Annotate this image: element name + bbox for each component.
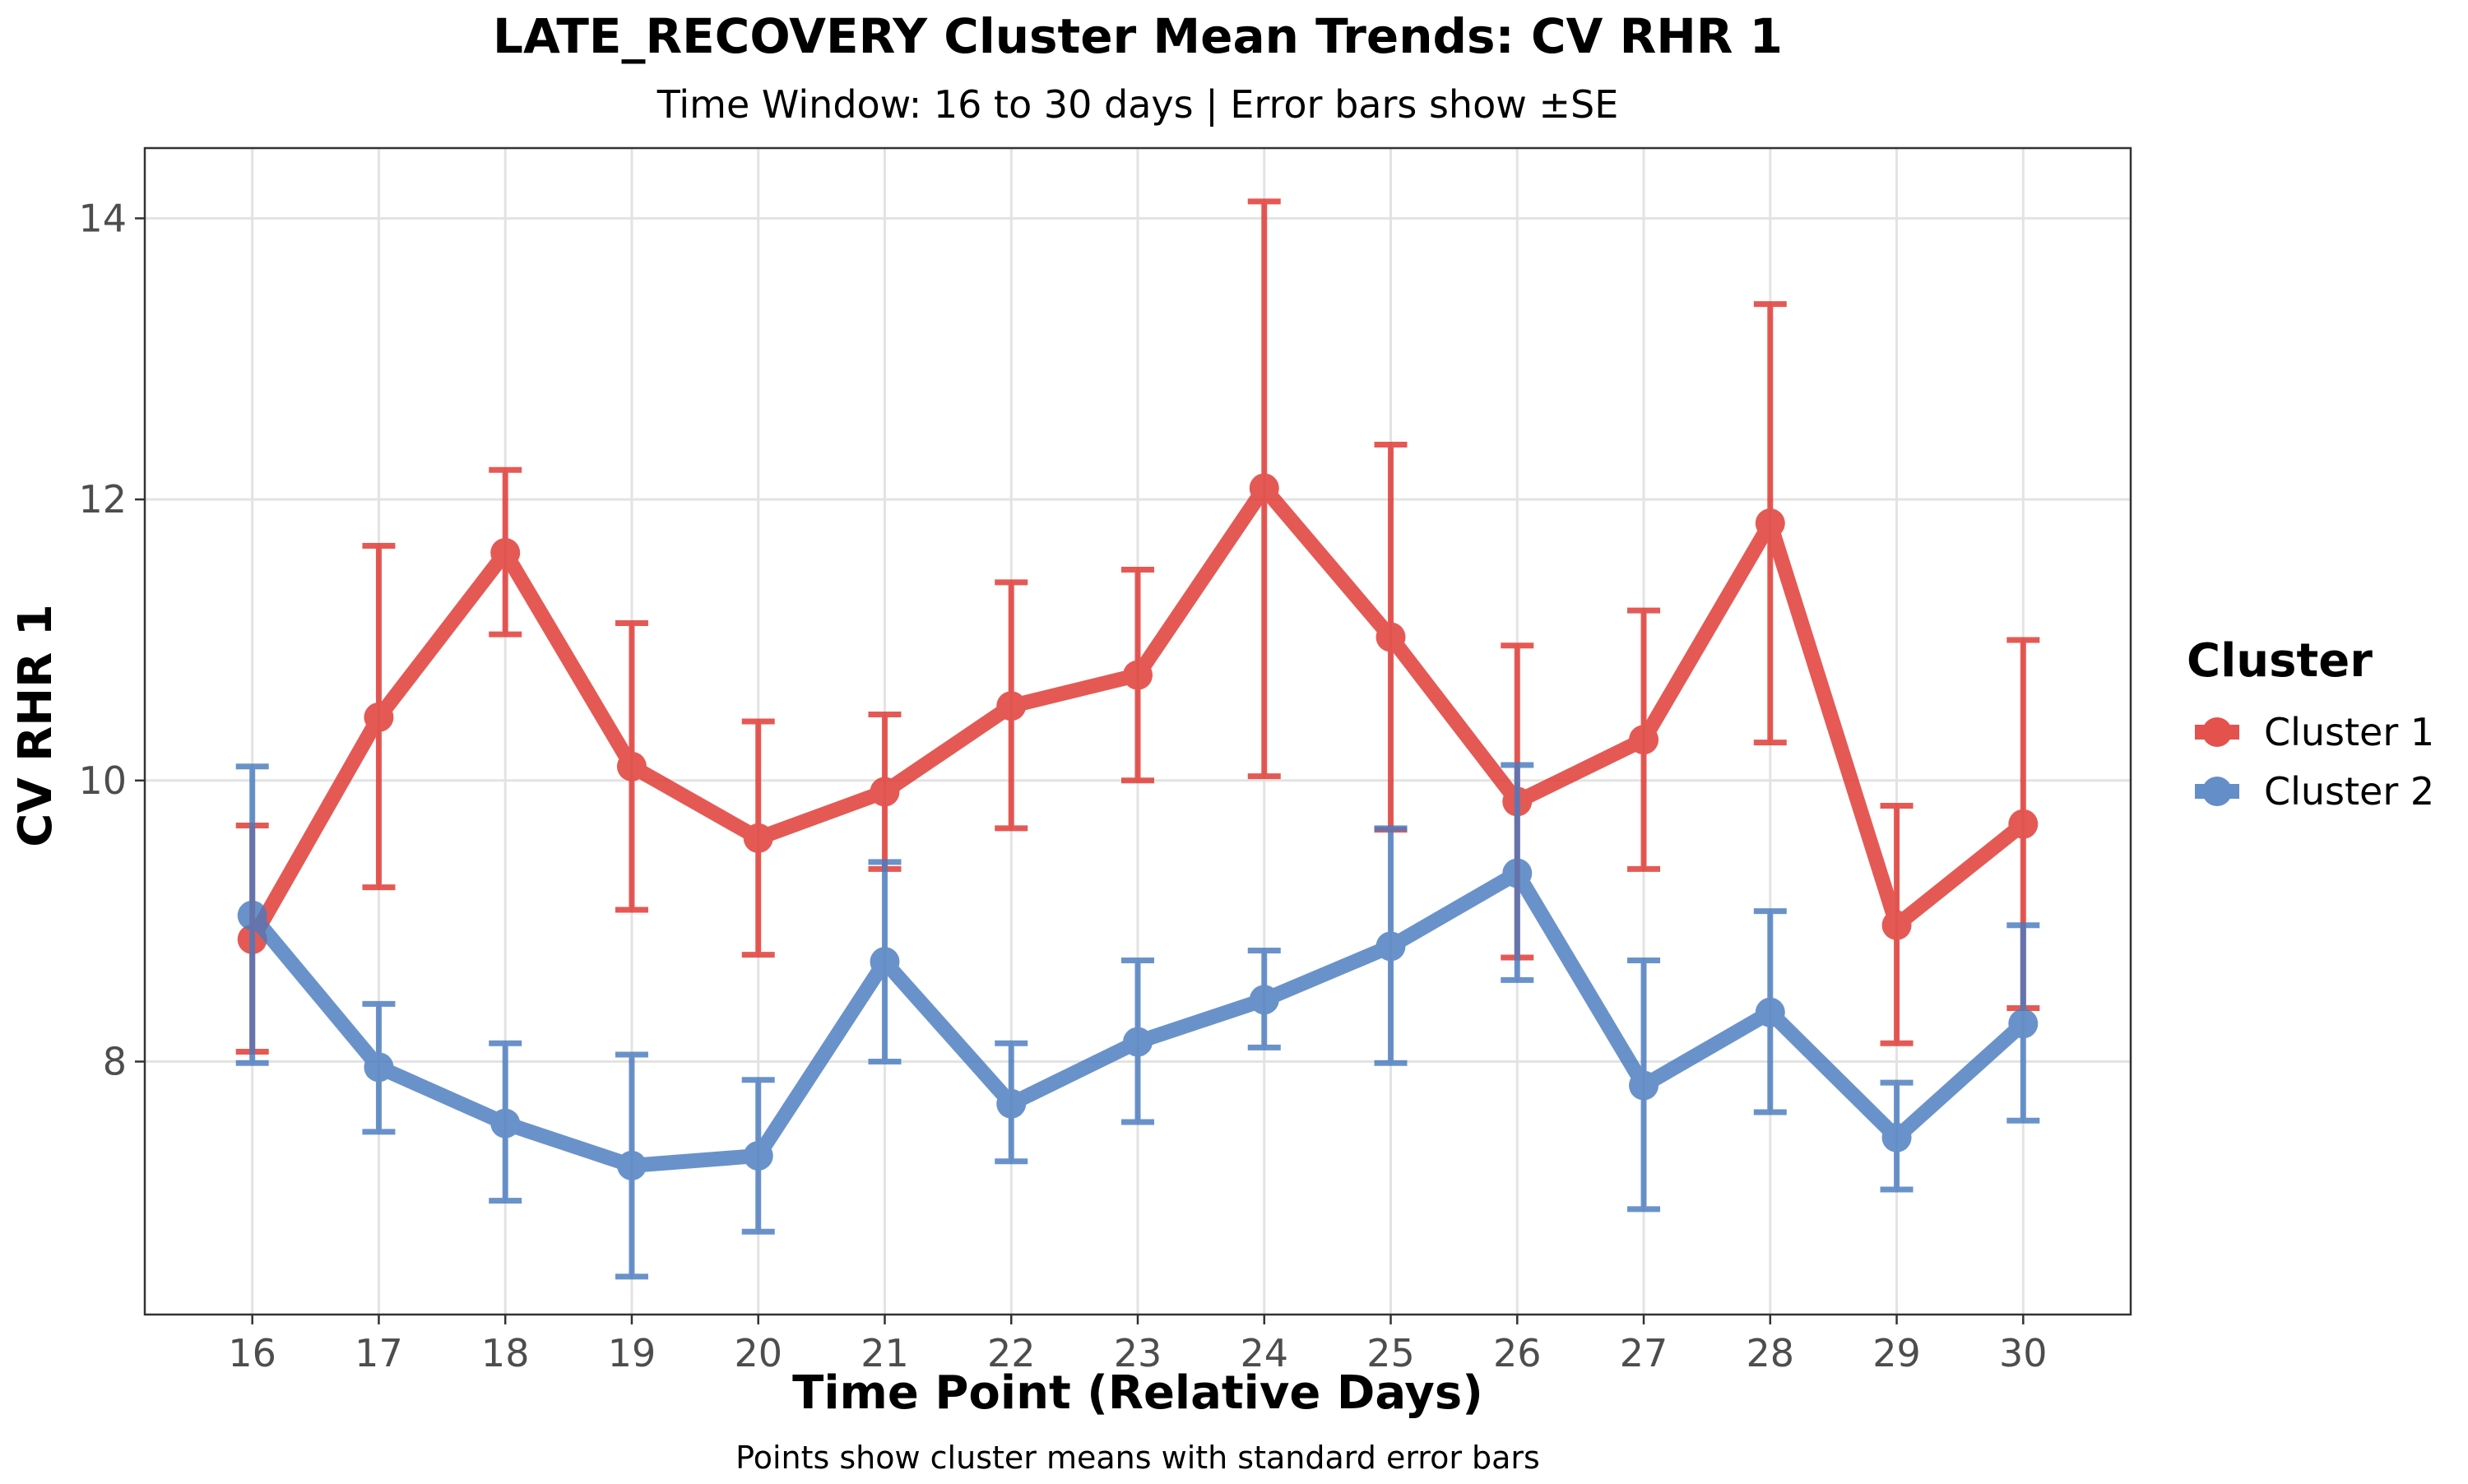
legend-title: Cluster [2187, 634, 2373, 688]
chart-caption: Points show cluster means with standard … [735, 1440, 1540, 1476]
chart-subtitle: Time Window: 16 to 30 days | Error bars … [656, 82, 1619, 128]
x-tick-label: 25 [1366, 1331, 1415, 1375]
x-tick-label: 18 [481, 1331, 530, 1375]
data-point [2008, 809, 2039, 839]
data-point [490, 538, 521, 568]
data-point [870, 777, 900, 807]
data-point [870, 947, 900, 977]
x-tick-label: 28 [1747, 1331, 1795, 1375]
data-point [490, 1108, 521, 1139]
data-point [743, 1140, 773, 1171]
legend-marker [2202, 717, 2232, 747]
y-tick-label: 8 [103, 1039, 127, 1083]
x-tick-label: 17 [355, 1331, 403, 1375]
data-point [996, 691, 1027, 721]
legend: Cluster Cluster 1 Cluster 2 [2187, 634, 2434, 814]
data-point [1881, 1122, 1912, 1152]
x-tick-label: 22 [987, 1331, 1036, 1375]
series-layer [235, 198, 2040, 1280]
legend-label: Cluster 1 [2264, 710, 2434, 754]
x-tick-label: 16 [228, 1331, 276, 1375]
data-point [616, 751, 647, 781]
legend-marker [2202, 777, 2232, 806]
y-axis-ticks: 8 10 12 14 [78, 196, 145, 1083]
data-point [364, 702, 394, 732]
data-point [616, 1150, 647, 1180]
x-axis-ticks: 16 17 18 19 20 21 22 23 24 25 26 27 28 29 30 [228, 1315, 2048, 1375]
data-point [1123, 660, 1153, 690]
legend-label: Cluster 2 [2264, 769, 2434, 814]
data-point [364, 1052, 394, 1083]
data-point [237, 900, 267, 930]
x-tick-label: 24 [1240, 1331, 1288, 1375]
x-tick-label: 30 [1999, 1331, 2048, 1375]
data-point [2008, 1009, 2039, 1039]
x-tick-label: 19 [608, 1331, 656, 1375]
data-point [1249, 985, 1279, 1015]
data-point [1375, 931, 1406, 962]
x-tick-label: 23 [1114, 1331, 1162, 1375]
x-tick-label: 21 [861, 1331, 909, 1375]
data-point [1629, 725, 1659, 755]
data-point [1123, 1027, 1153, 1057]
data-point [996, 1088, 1027, 1119]
chart-title: LATE_RECOVERY Cluster Mean Trends: CV RH… [493, 8, 1783, 64]
x-axis-label: Time Point (Relative Days) [792, 1366, 1483, 1420]
legend-item [2195, 717, 2239, 747]
data-point [1755, 997, 1785, 1027]
plot-area [143, 146, 2132, 1316]
legend-item [2195, 777, 2239, 806]
data-point [1881, 910, 1912, 940]
x-tick-label: 26 [1493, 1331, 1542, 1375]
y-tick-label: 10 [78, 758, 127, 803]
data-point [1249, 473, 1279, 503]
data-point [1755, 508, 1785, 539]
series-2 [235, 762, 2040, 1280]
data-point [1629, 1070, 1659, 1101]
series-1 [235, 198, 2040, 1055]
data-point [743, 823, 773, 853]
y-axis-label: CV RHR 1 [9, 604, 63, 847]
data-point [1502, 858, 1533, 888]
x-tick-label: 27 [1620, 1331, 1668, 1375]
x-tick-label: 29 [1872, 1331, 1921, 1375]
y-tick-label: 14 [78, 196, 127, 240]
data-point [1375, 622, 1406, 652]
y-tick-label: 12 [78, 477, 127, 522]
x-tick-label: 20 [734, 1331, 782, 1375]
